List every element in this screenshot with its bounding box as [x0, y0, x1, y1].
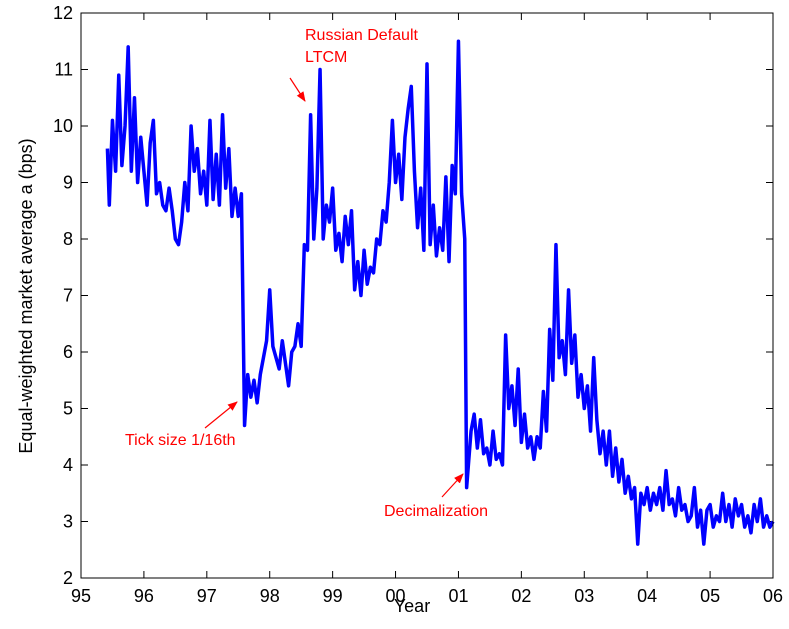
y-tick-label: 6	[63, 342, 73, 362]
x-tick-label: 00	[386, 586, 406, 606]
x-tick-label: 95	[71, 586, 91, 606]
annotation: LTCM	[305, 49, 347, 66]
x-tick-label: 03	[574, 586, 594, 606]
y-tick-label: 8	[63, 229, 73, 249]
data-line	[105, 39, 775, 546]
annotation: Russian Default	[305, 27, 419, 44]
x-axis-label: Year	[394, 596, 430, 616]
annotation: Tick size 1/16th	[125, 432, 236, 449]
y-tick-label: 7	[63, 286, 73, 306]
annotation-arrow	[289, 77, 306, 102]
x-tick-label: 96	[134, 586, 154, 606]
y-tick-label: 12	[53, 3, 73, 23]
y-tick-label: 9	[63, 173, 73, 193]
y-tick-label: 3	[63, 512, 73, 532]
x-tick-label: 02	[511, 586, 531, 606]
y-axis-label: Equal-weighted market average a (bps)	[16, 138, 36, 453]
x-tick-label: 05	[700, 586, 720, 606]
y-tick-label: 5	[63, 399, 73, 419]
y-tick-label: 4	[63, 455, 73, 475]
annotation: Decimalization	[384, 503, 488, 520]
x-tick-label: 06	[763, 586, 783, 606]
annotation-arrow	[204, 401, 238, 429]
annotation-arrow	[441, 473, 464, 498]
y-tick-label: 11	[54, 60, 73, 80]
axes-box	[80, 12, 774, 579]
y-tick-label: 10	[53, 116, 73, 136]
y-tick-label: 2	[63, 568, 73, 588]
x-tick-label: 04	[637, 586, 657, 606]
x-tick-label: 98	[260, 586, 280, 606]
x-tick-label: 97	[197, 586, 217, 606]
x-tick-label: 01	[448, 586, 468, 606]
x-tick-label: 99	[323, 586, 343, 606]
